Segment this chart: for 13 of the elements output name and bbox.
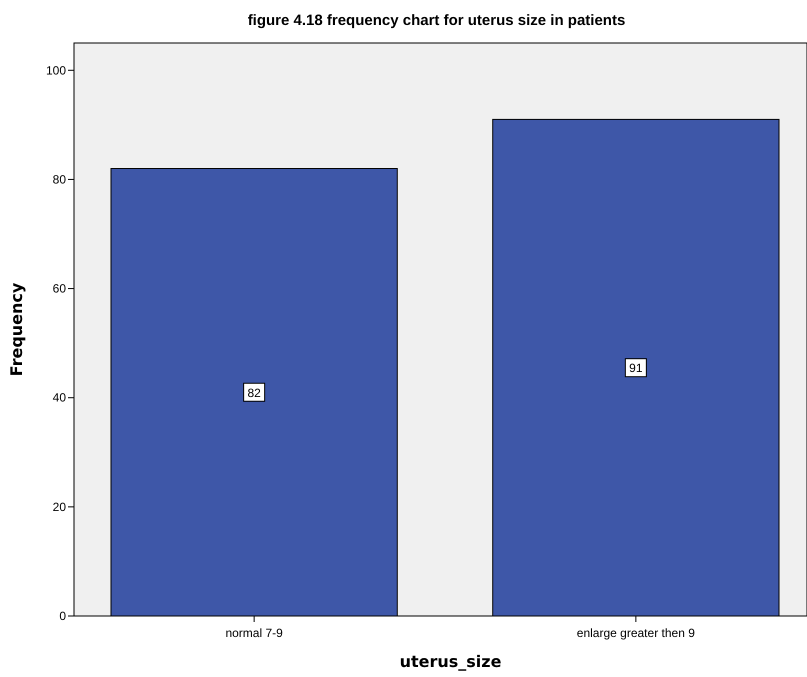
y-axis-title: Frequency	[7, 282, 26, 376]
y-tick-label: 80	[52, 172, 66, 186]
x-axis-title: uterus_size	[400, 652, 502, 671]
y-tick-label: 100	[46, 63, 66, 78]
chart-title: figure 4.18 frequency chart for uterus size in patients	[248, 12, 626, 29]
x-tick-label: normal 7-9	[225, 626, 284, 640]
y-tick-label: 0	[59, 609, 66, 623]
y-tick-label: 20	[52, 500, 66, 514]
data-label: 82	[247, 386, 262, 400]
x-tick-label: enlarge greater then 9	[576, 626, 696, 640]
data-label: 91	[629, 361, 643, 376]
y-tick-label: 40	[52, 390, 66, 405]
y-tick-label: 60	[52, 282, 66, 296]
